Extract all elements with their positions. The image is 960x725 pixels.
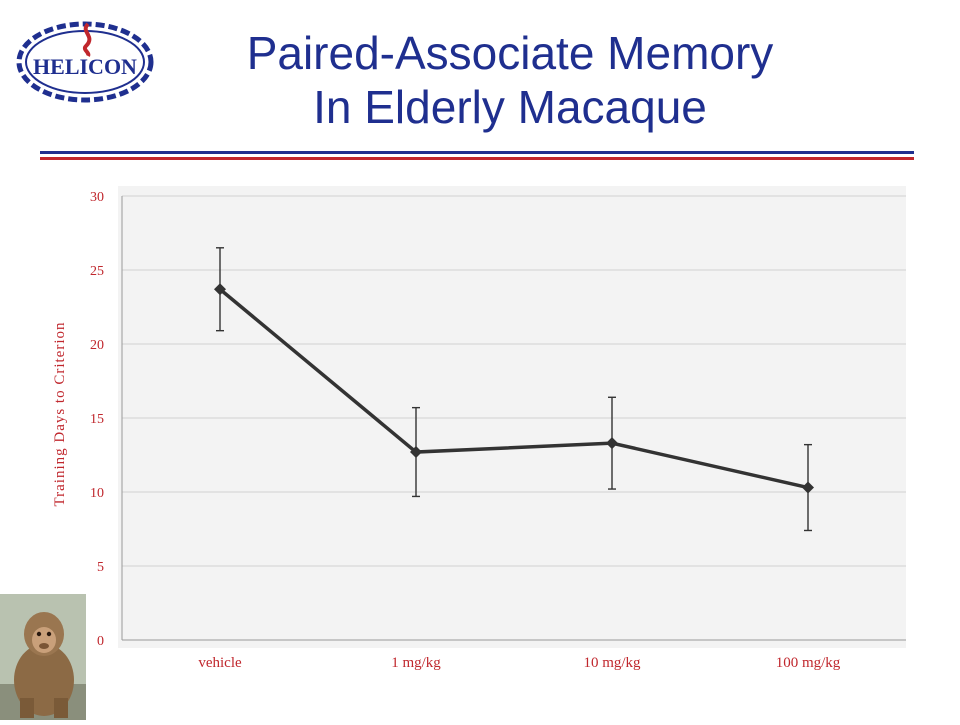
data-point-marker bbox=[606, 437, 618, 450]
y-tick-label: 0 bbox=[97, 634, 104, 649]
y-tick-label: 15 bbox=[90, 412, 104, 427]
title-line-1: Paired-Associate Memory bbox=[246, 27, 774, 79]
x-category-label: 10 mg/kg bbox=[583, 655, 641, 671]
header-rule-blue bbox=[40, 151, 914, 154]
macaque-illustration bbox=[0, 594, 86, 720]
data-point-marker bbox=[410, 446, 422, 459]
chart-panel bbox=[118, 186, 906, 648]
title-line-2: In Elderly Macaque bbox=[313, 81, 707, 133]
y-tick-labels: 0 5 10 15 20 25 30 bbox=[90, 190, 104, 649]
header-rule-red bbox=[40, 157, 914, 160]
data-point-marker bbox=[802, 481, 814, 494]
grid-lines bbox=[122, 195, 906, 641]
x-category-labels: vehicle 1 mg/kg 10 mg/kg 100 mg/kg bbox=[198, 655, 840, 671]
helicon-logo: HELICON bbox=[10, 14, 160, 110]
data-markers bbox=[214, 283, 814, 494]
y-tick-label: 10 bbox=[90, 486, 104, 501]
page-title: Paired-Associate Memory In Elderly Macaq… bbox=[170, 26, 850, 134]
series-line bbox=[218, 287, 809, 490]
x-category-label: vehicle bbox=[198, 655, 242, 671]
x-category-label: 100 mg/kg bbox=[776, 655, 841, 671]
y-tick-label: 30 bbox=[90, 190, 104, 205]
y-tick-label: 25 bbox=[90, 264, 104, 279]
macaque-photo bbox=[0, 594, 86, 720]
error-bars bbox=[216, 247, 812, 532]
x-category-label: 1 mg/kg bbox=[391, 655, 441, 671]
helicon-logo-graphic: HELICON bbox=[16, 21, 154, 103]
y-axis-title: Training Days to Criterion bbox=[52, 321, 68, 506]
y-tick-label: 20 bbox=[90, 338, 104, 353]
y-tick-label: 5 bbox=[97, 560, 104, 575]
data-point-marker bbox=[214, 283, 226, 296]
logo-text: HELICON bbox=[33, 54, 137, 79]
